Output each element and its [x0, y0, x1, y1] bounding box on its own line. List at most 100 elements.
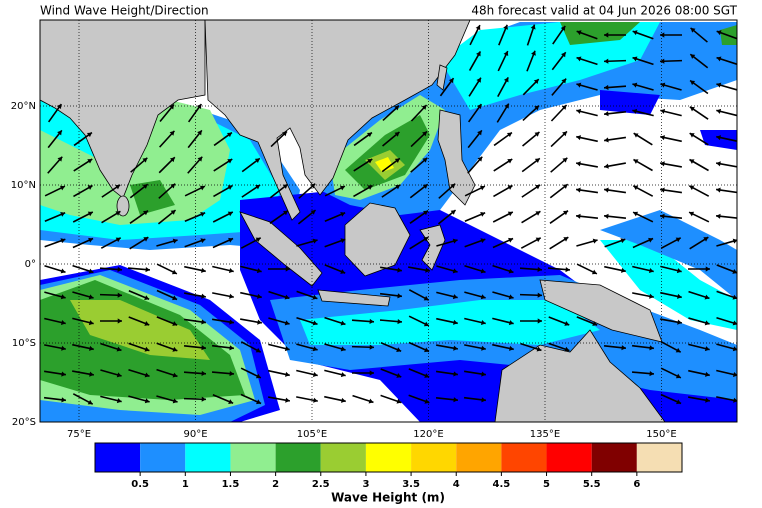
arrow-head	[197, 130, 202, 136]
arrow-head	[87, 159, 93, 164]
colorbar-swatch	[546, 443, 592, 472]
arrow-head	[256, 268, 262, 274]
arrow-head	[592, 321, 598, 326]
lat-label: 20°S	[12, 417, 36, 428]
arrow-head	[89, 371, 94, 377]
arrow-head	[340, 238, 346, 244]
arrow-head	[649, 345, 654, 351]
arrow-head	[705, 266, 710, 272]
arrow-head	[576, 56, 582, 62]
arrow-head	[660, 161, 665, 167]
arrow-head	[453, 319, 458, 325]
arrow-head	[257, 293, 262, 299]
colorbar-swatch	[591, 443, 637, 472]
arrow-head	[704, 346, 710, 352]
colorbar-swatch	[185, 443, 231, 472]
arrow-head	[59, 185, 65, 191]
arrow-head	[285, 266, 290, 272]
arrow-head	[397, 267, 402, 273]
arrow-head	[676, 399, 682, 405]
arrow-head	[196, 104, 202, 110]
arrow-head	[396, 398, 402, 404]
arrow-head	[689, 159, 695, 164]
arrow-head	[226, 132, 232, 138]
arrow-head	[476, 77, 481, 83]
arrow-head	[87, 211, 93, 217]
arrow-head	[201, 370, 206, 377]
arrow-head	[199, 185, 205, 191]
arrow-head	[421, 104, 427, 110]
arrow-head	[675, 237, 681, 243]
arrow-head	[89, 345, 94, 351]
arrow-head	[576, 161, 581, 167]
arrow-head	[115, 184, 121, 190]
arrow-head	[227, 211, 233, 217]
arrow-head	[732, 269, 737, 274]
arrow-head	[396, 373, 402, 378]
arrow-head	[172, 372, 178, 378]
arrow-head	[453, 371, 458, 377]
arrow-head	[423, 295, 429, 301]
arrow-head	[534, 105, 540, 111]
arrow-head	[479, 185, 485, 191]
arrow-head	[144, 321, 150, 326]
arrow-head	[604, 163, 609, 169]
arrow-head	[621, 345, 626, 351]
colorbar-tick-label: 1.5	[222, 479, 240, 490]
arrow-head	[716, 82, 722, 88]
colorbar-tick-label: 1	[182, 479, 189, 490]
arrow-head	[142, 184, 148, 189]
arrow-head	[229, 293, 234, 299]
arrow-head	[677, 319, 682, 325]
colorbar-tick-label: 5.5	[583, 479, 601, 490]
graticule	[40, 20, 737, 422]
arrow-head	[732, 320, 737, 326]
arrow-head	[424, 373, 430, 378]
arrow-head	[169, 157, 175, 163]
arrow-head	[563, 210, 569, 216]
arrow-head	[633, 211, 639, 217]
arrow-head	[452, 238, 458, 244]
map-frame	[39, 19, 738, 423]
arrow-head	[313, 397, 318, 403]
arrow-head	[507, 211, 513, 217]
lon-label: 90°E	[183, 429, 207, 440]
arrow-head	[604, 213, 609, 219]
arrow-head	[604, 32, 609, 38]
colorbar-tick-label: 4.5	[493, 479, 511, 490]
arrow-head	[228, 237, 234, 243]
arrow-head	[716, 56, 722, 62]
colorbar-tick-label: 6	[633, 479, 640, 490]
arrow-head	[591, 269, 597, 275]
arrow-head	[116, 372, 122, 378]
arrow-head	[531, 50, 536, 56]
arrow-head	[675, 373, 681, 379]
arrow-head	[564, 346, 570, 352]
arrow-head	[369, 318, 374, 325]
arrow-head	[564, 321, 570, 326]
arrow-head	[395, 184, 401, 190]
arrow-head	[716, 187, 721, 193]
arrow-head	[172, 295, 178, 301]
arrow-head	[690, 80, 696, 86]
arrow-head	[604, 58, 609, 64]
arrow-head	[255, 373, 261, 379]
arrow-head	[689, 106, 695, 112]
arrow-head	[453, 397, 458, 403]
arrow-head	[172, 238, 178, 244]
arrow-head	[507, 159, 513, 164]
arrow-head	[312, 346, 318, 352]
arrow-head	[283, 210, 289, 216]
arrow-head	[481, 345, 486, 351]
arrow-head	[255, 184, 261, 190]
arrow-head	[61, 345, 66, 351]
arrow-head	[341, 397, 346, 403]
arrow-head	[477, 156, 483, 162]
arrow-head	[282, 131, 287, 137]
arrow-head	[632, 108, 638, 114]
arrow-head	[423, 237, 429, 242]
arrow-head	[576, 108, 582, 114]
valid-time: 48h forecast valid at 04 Jun 2026 08:00 …	[471, 4, 737, 18]
colorbar-swatch	[95, 443, 141, 472]
